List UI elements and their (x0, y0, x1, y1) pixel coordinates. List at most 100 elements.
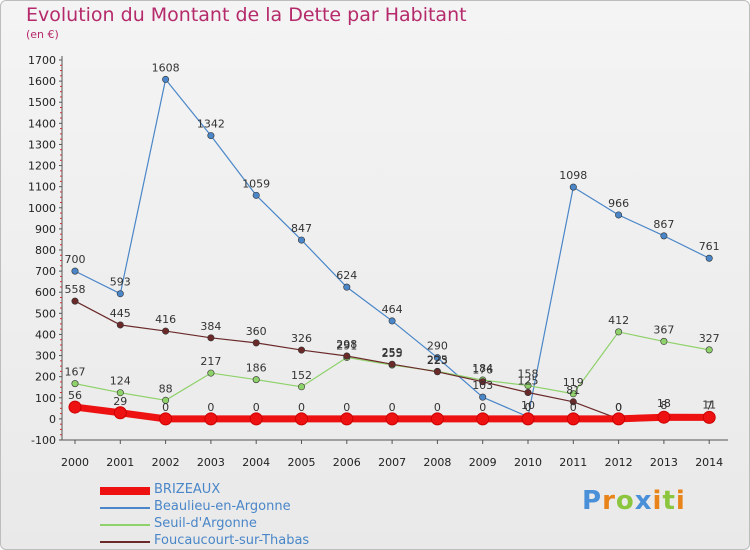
data-label: 119 (563, 376, 584, 389)
data-point (476, 412, 490, 426)
y-tick-label: -100 (31, 434, 56, 447)
data-point (297, 346, 305, 354)
data-label: 298 (336, 338, 357, 351)
data-label: 184 (472, 362, 493, 375)
y-tick-label: 100 (35, 392, 56, 405)
data-point (660, 232, 668, 240)
data-label: 225 (427, 353, 448, 366)
data-label: 847 (291, 222, 312, 235)
data-label: 8 (660, 399, 667, 412)
data-label: 152 (291, 369, 312, 382)
data-label: 0 (207, 401, 214, 414)
x-tick-label: 2010 (514, 456, 542, 469)
logo-letter: i (675, 486, 686, 516)
data-label: 176 (472, 364, 493, 377)
data-point (702, 410, 716, 424)
y-tick-label: 0 (49, 413, 56, 426)
data-point (343, 283, 351, 291)
data-point (433, 354, 441, 362)
logo-letter: o (615, 486, 635, 516)
data-label: 7 (706, 399, 713, 412)
y-tick-label: 200 (35, 371, 56, 384)
data-label: 0 (615, 401, 622, 414)
data-point (71, 297, 79, 305)
data-label: 558 (65, 283, 86, 296)
y-tick-label: 900 (35, 223, 56, 236)
data-label: 186 (246, 362, 267, 375)
data-point (705, 254, 713, 262)
data-point (612, 412, 626, 426)
data-point (113, 406, 127, 420)
data-label: 10 (521, 399, 535, 412)
data-label: 124 (110, 375, 131, 388)
data-label: 56 (68, 389, 82, 402)
y-tick-label: 1100 (28, 181, 56, 194)
data-point (295, 412, 308, 426)
data-label: 259 (382, 346, 403, 359)
data-point (479, 393, 487, 401)
y-tick-label: 800 (35, 244, 56, 257)
data-point (204, 412, 218, 426)
y-tick-label: 1200 (28, 160, 56, 173)
chart-title: Evolution du Montant de la Dette par Hab… (26, 4, 467, 26)
data-point (615, 211, 623, 219)
data-point (207, 132, 215, 140)
data-label: 412 (608, 314, 629, 327)
data-label: 327 (699, 332, 720, 345)
data-label: 445 (110, 307, 131, 320)
data-point (249, 412, 263, 426)
data-label: 0 (298, 401, 305, 414)
y-tick-label: 1600 (28, 75, 56, 88)
data-point (615, 328, 623, 336)
x-tick-label: 2000 (61, 456, 89, 469)
data-point (162, 396, 170, 404)
data-label: 624 (336, 269, 357, 282)
data-point (388, 360, 396, 368)
data-point (340, 412, 354, 426)
data-point (252, 339, 260, 347)
data-label: 291 (336, 339, 357, 352)
data-point (569, 183, 577, 191)
logo-letter: P (582, 486, 603, 516)
data-label: 867 (653, 218, 674, 231)
data-point (388, 317, 396, 325)
data-point (252, 376, 260, 384)
logo-letter: x (634, 486, 653, 516)
data-label: 761 (699, 240, 720, 253)
logo-letter: i (652, 486, 663, 516)
data-point (252, 191, 260, 199)
data-point (207, 334, 215, 342)
data-point (566, 412, 580, 426)
x-tick-label: 2013 (650, 456, 678, 469)
data-label: 1342 (197, 118, 225, 131)
data-point (297, 236, 305, 244)
data-label: 217 (200, 355, 221, 368)
x-tick-label: 2003 (197, 456, 225, 469)
x-tick-label: 2012 (605, 456, 633, 469)
y-tick-label: 300 (35, 350, 56, 363)
x-tick-label: 2005 (288, 456, 316, 469)
data-label: 0 (479, 401, 486, 414)
data-label: 103 (472, 379, 493, 392)
data-label: 29 (113, 395, 127, 408)
data-point (71, 380, 79, 388)
data-point (159, 412, 173, 426)
proxiti-logo: Proxiti (582, 486, 686, 516)
legend-label: Seuil-d'Argonne (154, 516, 257, 531)
data-point (207, 369, 215, 377)
data-label: 81 (566, 384, 580, 397)
data-point (116, 290, 124, 298)
data-point (297, 383, 305, 391)
data-label: 255 (382, 347, 403, 360)
y-tick-label: 1000 (28, 202, 56, 215)
data-point (521, 412, 535, 426)
legend-swatch (100, 507, 150, 509)
data-label: 966 (608, 197, 629, 210)
data-point (705, 346, 713, 354)
legend-label: Foucaucourt-sur-Thabas (154, 533, 310, 548)
x-tick-label: 2009 (469, 456, 497, 469)
data-label: 464 (382, 303, 403, 316)
data-label: 1059 (242, 177, 270, 190)
y-tick-label: 700 (35, 265, 56, 278)
